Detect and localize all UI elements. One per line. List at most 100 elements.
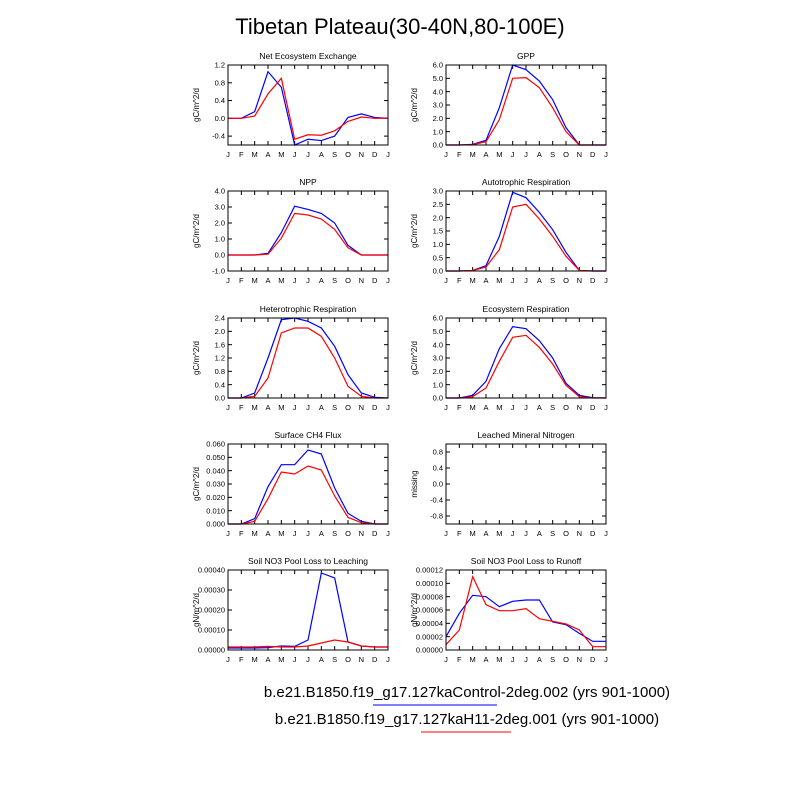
x-tick-label: M (496, 403, 502, 412)
x-tick-label: J (444, 276, 448, 285)
x-tick-label: M (278, 403, 284, 412)
y-tick-label: 0.010 (206, 506, 225, 515)
x-tick-label: A (537, 276, 542, 285)
x-tick-label: A (537, 150, 542, 159)
x-tick-label: D (590, 403, 596, 412)
x-tick-label: M (252, 403, 258, 412)
panel-title: Autotrophic Respiration (482, 177, 571, 187)
x-tick-label: N (359, 529, 364, 538)
y-tick-label: 0.00040 (198, 566, 225, 575)
x-tick-label: O (345, 529, 351, 538)
x-tick-label: M (252, 655, 258, 664)
x-tick-label: M (470, 403, 476, 412)
x-tick-label: F (457, 529, 462, 538)
y-tick-label: 0.0 (433, 394, 443, 403)
x-tick-label: M (496, 655, 502, 664)
x-tick-label: J (604, 655, 608, 664)
y-tick-label: -1.0 (212, 267, 225, 276)
x-tick-label: M (278, 655, 284, 664)
x-tick-label: A (537, 529, 542, 538)
panel-title: Soil NO3 Pool Loss to Runoff (471, 556, 582, 566)
series-line-2 (445, 574, 606, 648)
x-tick-label: A (265, 276, 270, 285)
x-tick-label: A (537, 655, 542, 664)
series-line-1 (228, 70, 389, 146)
x-tick-label: O (345, 150, 351, 159)
x-tick-label: J (306, 403, 310, 412)
x-tick-label: O (563, 150, 569, 159)
x-tick-label: F (457, 276, 462, 285)
y-tick-label: 2.0 (433, 367, 443, 376)
y-axis-label: gC/m^2/d (410, 214, 419, 248)
x-tick-label: J (444, 655, 448, 664)
x-tick-label: J (524, 529, 528, 538)
x-tick-label: J (511, 276, 515, 285)
y-tick-label: -0.8 (430, 512, 443, 521)
panel-9: Soil NO3 Pool Loss to LeachinggN/m^2/d0.… (192, 556, 390, 664)
y-tick-label: 0.00004 (416, 619, 443, 628)
x-tick-label: A (265, 529, 270, 538)
series-line-2 (228, 465, 388, 525)
x-tick-label: J (306, 655, 310, 664)
x-tick-label: D (372, 276, 378, 285)
x-tick-label: J (444, 150, 448, 159)
x-tick-label: M (252, 529, 258, 538)
x-tick-label: A (483, 403, 488, 412)
x-tick-label: J (386, 529, 390, 538)
panels-group: Net Ecosystem Exchange gC/m^2/d 1.2 0.8 0.4 0… (192, 51, 608, 664)
x-tick-label: S (332, 655, 337, 664)
plot-frame (445, 64, 607, 146)
x-tick-label: M (496, 276, 502, 285)
y-tick-label: 1.6 (215, 340, 225, 349)
y-tick-label: 0.0 (433, 141, 443, 150)
y-tick-label: 1.0 (433, 380, 443, 389)
y-tick-label: 0.0 (215, 114, 225, 123)
x-tick-label: M (252, 276, 258, 285)
y-tick-label: 0.00010 (416, 579, 443, 588)
x-tick-label: J (386, 403, 390, 412)
x-tick-label: J (226, 529, 230, 538)
x-tick-label: J (226, 655, 230, 664)
x-tick-label: J (524, 403, 528, 412)
panel-8: Leached Mineral Nitrogen missing 0.8 0.4 0.0… (410, 430, 608, 538)
x-tick-label: J (226, 150, 230, 159)
y-tick-label: 0.8 (215, 78, 225, 87)
x-tick-label: F (457, 403, 462, 412)
x-tick-label: S (550, 529, 555, 538)
x-tick-label: M (278, 150, 284, 159)
y-tick-label: 1.0 (215, 235, 225, 244)
x-tick-label: J (524, 150, 528, 159)
x-tick-label: D (372, 529, 378, 538)
x-tick-label: M (470, 529, 476, 538)
y-tick-label: 0.00000 (416, 646, 443, 655)
x-tick-label: J (386, 655, 390, 664)
x-tick-label: A (483, 150, 488, 159)
y-tick-label: 3.0 (433, 354, 443, 363)
y-tick-label: 2.0 (215, 219, 225, 228)
x-tick-label: A (319, 276, 324, 285)
y-tick-label: -0.4 (430, 496, 443, 505)
x-tick-label: J (604, 150, 608, 159)
y-axis-label: gC/m^2/d (192, 88, 201, 122)
y-axis-label: gC/m^2/d (192, 467, 201, 501)
x-tick-label: A (537, 403, 542, 412)
y-tick-label: 3.0 (433, 101, 443, 110)
panel-title: NPP (299, 177, 317, 187)
x-tick-label: F (239, 403, 244, 412)
y-tick-label: 0.4 (433, 464, 443, 473)
figure-title: Tibetan Plateau(30-40N,80-100E) (235, 14, 564, 39)
y-tick-label: 0.000 (206, 520, 225, 529)
x-tick-label: S (550, 276, 555, 285)
y-tick-label: 1.0 (433, 127, 443, 136)
y-tick-label: 2.0 (433, 213, 443, 222)
x-tick-label: J (226, 403, 230, 412)
y-tick-label: 0.030 (206, 480, 225, 489)
x-tick-label: S (550, 403, 555, 412)
series-line-1 (446, 326, 607, 399)
x-tick-label: J (444, 529, 448, 538)
series-line-2 (228, 77, 388, 141)
series-line-1 (445, 594, 606, 642)
y-tick-label: 0.00000 (198, 646, 225, 655)
